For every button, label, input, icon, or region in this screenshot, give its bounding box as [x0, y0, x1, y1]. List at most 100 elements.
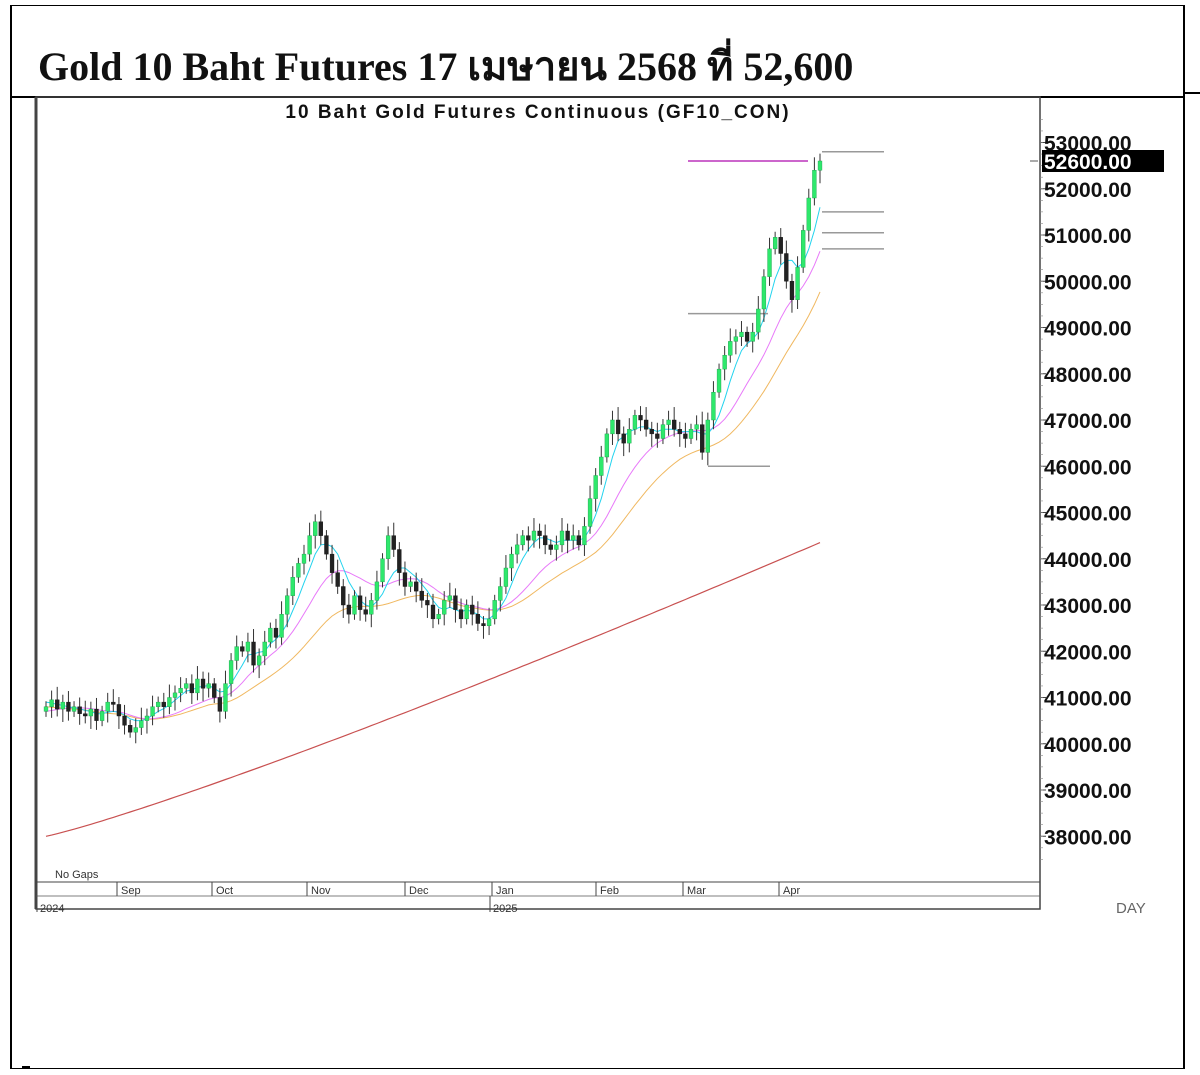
candle-up [599, 456, 604, 476]
candle-down [240, 646, 245, 652]
candle-up [801, 230, 806, 268]
candle-up [268, 627, 273, 643]
y-tick-label: 51000.00 [1044, 225, 1132, 248]
moving-average-mid [45, 251, 821, 720]
candle-down [655, 433, 660, 439]
y-tick-label: 38000.00 [1044, 826, 1132, 849]
moving-average-fast [45, 207, 821, 722]
candle-up [144, 715, 150, 721]
candle-up [256, 655, 262, 666]
candle-up [761, 276, 767, 310]
candle-up [313, 521, 318, 536]
x-tick-label: Jan [496, 885, 514, 897]
candle-up [582, 526, 587, 546]
y-tick-label: 49000.00 [1044, 318, 1132, 341]
candle-down [430, 604, 436, 620]
y-tick-label: 45000.00 [1044, 503, 1132, 526]
year-label: 2024 [40, 903, 64, 915]
candle-down [217, 697, 223, 712]
candle-up [688, 429, 694, 439]
candle-down [122, 715, 127, 726]
candle-up [554, 544, 559, 550]
candle-down [127, 725, 133, 733]
candle-down [346, 604, 352, 615]
candle-down [324, 535, 329, 555]
candle-up [195, 678, 200, 694]
candle-up [587, 498, 593, 527]
candle-down [784, 253, 789, 282]
candle-up [739, 331, 744, 337]
candle-up [520, 535, 525, 546]
candle-down [677, 429, 682, 435]
y-tick-label: 39000.00 [1044, 780, 1132, 803]
candle-up [436, 614, 441, 620]
candle-up [285, 595, 290, 615]
candle-up [610, 419, 615, 435]
candle-down [537, 530, 542, 536]
candle-up [514, 544, 520, 555]
candle-up [812, 170, 817, 199]
candle-down [363, 609, 368, 615]
candle-up [43, 706, 49, 712]
candle-down [341, 586, 346, 606]
candle-down [200, 678, 206, 689]
page-title: Gold 10 Baht Futures 17 เมษายน 2568 ที่ … [38, 44, 854, 89]
y-tick-label: 42000.00 [1044, 641, 1132, 664]
x-tick-label: Dec [409, 885, 429, 897]
candle-up [498, 586, 503, 601]
candle-up [756, 308, 761, 333]
candle-down [251, 641, 256, 666]
candle-up [99, 711, 105, 721]
x-tick-label: Feb [600, 885, 619, 897]
candle-up [228, 660, 234, 684]
figure-frame: Gold 10 Baht Futures 17 เมษายน 2568 ที่ … [10, 5, 1185, 1069]
candle-down [116, 704, 122, 717]
last-price-marker [1042, 150, 1164, 172]
candle-down [621, 433, 626, 444]
candle-up [156, 701, 161, 707]
x-tick-label: Mar [687, 885, 706, 897]
table-edge-mark-bottom [22, 1066, 30, 1069]
candle-up [296, 563, 301, 578]
candle-up [817, 160, 823, 171]
candle-down [470, 604, 475, 615]
candle-up [531, 530, 537, 541]
candle-up [767, 248, 772, 277]
candle-up [172, 692, 178, 698]
candle-up [385, 535, 391, 559]
candle-up [139, 720, 144, 728]
candle-up [223, 683, 228, 712]
candle-up [694, 424, 699, 430]
x-tick-label: Oct [216, 885, 233, 897]
y-tick-label: 41000.00 [1044, 688, 1132, 711]
candle-up [150, 706, 155, 717]
candle-down [481, 623, 486, 627]
candle-down [543, 535, 548, 546]
candle-down [55, 699, 60, 710]
candle-up [503, 567, 509, 587]
candle-down [273, 627, 279, 638]
candle-down [672, 419, 677, 430]
y-tick-label: 52000.00 [1044, 179, 1132, 202]
candle-down [576, 535, 581, 546]
candle-up [750, 331, 755, 342]
candle-up [728, 341, 733, 356]
title-row: Gold 10 Baht Futures 17 เมษายน 2568 ที่ … [12, 6, 1183, 98]
candle-down [318, 521, 323, 536]
candle-down [402, 572, 408, 587]
candle-up [716, 368, 722, 393]
candle-up [593, 475, 598, 499]
candle-down [425, 600, 430, 606]
candle-up [604, 433, 610, 458]
candle-up [711, 392, 716, 421]
candle-up [374, 581, 380, 601]
candle-up [464, 604, 469, 620]
candle-up [733, 336, 739, 342]
candle-down [744, 331, 750, 342]
candle-up [492, 600, 497, 620]
candle-up [408, 581, 413, 587]
candle-up [279, 614, 284, 638]
candle-down [526, 535, 531, 541]
candle-down [789, 281, 795, 300]
